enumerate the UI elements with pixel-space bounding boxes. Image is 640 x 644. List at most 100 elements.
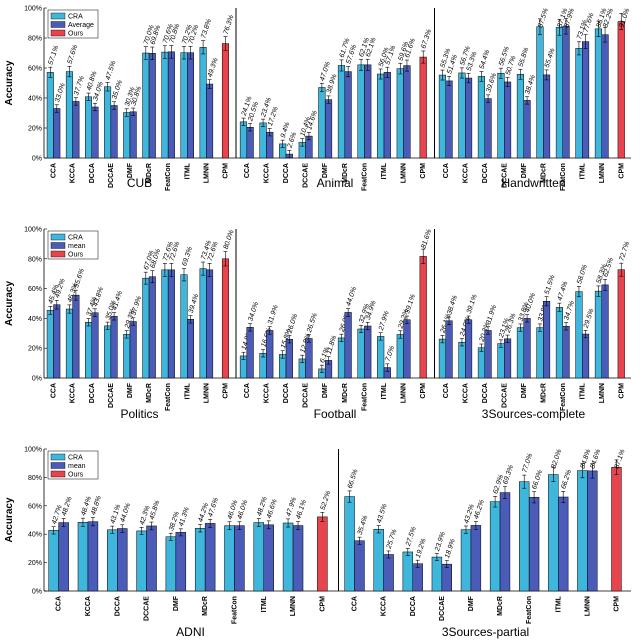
bar-cra: [548, 474, 559, 592]
legend-label: mean: [68, 463, 86, 470]
category-label: DCCA: [89, 163, 96, 183]
bar-cra: [438, 74, 446, 159]
panel-cub: 57.1%33.0%CCA57.6%37.7%KCCA40.8%34.0%DCC…: [46, 14, 236, 191]
bar-cra: [180, 52, 188, 159]
bar-cra: [142, 52, 150, 159]
bar-mean: [441, 563, 452, 592]
category-label: DCCA: [283, 163, 290, 183]
data-label: 7.0%: [385, 345, 397, 362]
category-label: CCA: [56, 596, 63, 611]
legend-swatch: [50, 250, 66, 258]
panel-adni: 42.7%48.2%CCA48.4%48.8%KCCA43.1%44.0%DCC…: [48, 490, 332, 639]
bar-mean: [364, 325, 372, 379]
category-label: CPM: [420, 383, 427, 399]
category-label: ITML: [261, 595, 268, 612]
bar-cra: [136, 530, 147, 592]
dataset-name: Football: [314, 407, 357, 421]
category-label: CPM: [223, 163, 230, 179]
bar-cra: [161, 269, 169, 379]
bar-cra: [594, 290, 602, 379]
bar-cra: [516, 74, 524, 159]
bar-cra: [489, 501, 501, 592]
data-label: 40.0%: [524, 292, 537, 313]
y-tick-label: 0%: [32, 376, 42, 383]
panel-football: 14.8%34.0%CCA16.6%31.9%KCCA15.8%26.0%DCC…: [239, 229, 433, 421]
data-label: 23.9%: [434, 531, 447, 553]
bar-mean: [292, 525, 304, 592]
y-tick-label: 80%: [28, 475, 42, 482]
bar-mean: [445, 320, 453, 379]
category-label: FeatCon: [361, 383, 368, 411]
data-label: 66.0%: [531, 469, 544, 490]
data-label: 48.2%: [61, 496, 74, 517]
data-label: 14.6%: [306, 110, 319, 131]
y-tick-label: 100%: [24, 227, 42, 234]
category-label: DCCA: [410, 596, 417, 616]
bar-mean: [305, 338, 313, 379]
bar-mean: [543, 301, 551, 379]
bar-ours: [617, 269, 625, 379]
category-label: DCCA: [482, 383, 489, 403]
data-label: 66.5%: [347, 468, 360, 489]
y-axis-label: Accuracy: [4, 60, 15, 105]
bar-ours: [317, 516, 328, 592]
category-label: ITML: [381, 382, 388, 399]
bar-mean: [110, 105, 118, 159]
category-label: ITML: [579, 162, 586, 179]
bar-mean: [148, 276, 156, 379]
bar-cra: [477, 347, 485, 379]
y-tick-label: 40%: [28, 96, 42, 103]
bar-mean: [344, 312, 352, 379]
data-label: 46.6%: [266, 498, 279, 519]
data-label: 38.4%: [446, 295, 459, 316]
bar-cra: [46, 310, 54, 379]
data-label: 27.9%: [378, 310, 391, 332]
bar-mean: [91, 312, 99, 379]
category-label: KCCA: [70, 163, 77, 183]
category-label: KCCA: [70, 383, 77, 403]
bar-mean: [383, 554, 394, 592]
bar-mean: [53, 108, 61, 159]
data-label: 44.0%: [345, 286, 358, 307]
data-label: 77.6%: [583, 12, 596, 33]
data-label: 55.4%: [544, 48, 557, 69]
y-tick-label: 80%: [28, 36, 42, 43]
data-label: 72.7%: [619, 241, 632, 262]
bar-mean: [587, 470, 598, 592]
category-label: ITML: [579, 382, 586, 399]
y-tick-label: 0%: [32, 589, 42, 596]
bar-cra: [438, 338, 446, 379]
data-label: 51.5%: [544, 274, 557, 295]
category-label: LMNN: [599, 383, 606, 403]
bar-cra: [344, 496, 355, 592]
bar-cra: [575, 48, 583, 159]
data-label: 38.9%: [326, 73, 339, 94]
legend-swatch: [50, 29, 66, 37]
bar-mean: [129, 321, 137, 379]
bar-cra: [337, 337, 346, 379]
data-label: 66.2%: [560, 469, 573, 490]
data-label: 49.2%: [54, 278, 67, 299]
y-tick-label: 20%: [28, 560, 42, 567]
data-label: 33.0%: [54, 82, 67, 103]
data-label: 81.6%: [420, 229, 433, 250]
bar-cra: [357, 328, 365, 379]
category-label: ITML: [381, 162, 388, 179]
bar-mean: [403, 65, 411, 159]
data-label: 6.1%: [319, 346, 331, 363]
category-label: MDcR: [146, 163, 153, 183]
category-label: FeatCon: [232, 596, 239, 624]
bar-mean: [263, 524, 274, 592]
data-label: 34.7%: [563, 300, 576, 321]
category-label: MDcR: [540, 163, 547, 183]
legend-label: CRA: [68, 455, 83, 462]
bar-cra: [224, 525, 235, 592]
bar-mean: [53, 304, 61, 379]
bar-cra: [46, 72, 54, 159]
category-label: CCA: [443, 383, 450, 398]
data-label: 2.6%: [286, 132, 298, 150]
bar-mean: [175, 532, 187, 592]
bar-mean: [465, 77, 473, 159]
